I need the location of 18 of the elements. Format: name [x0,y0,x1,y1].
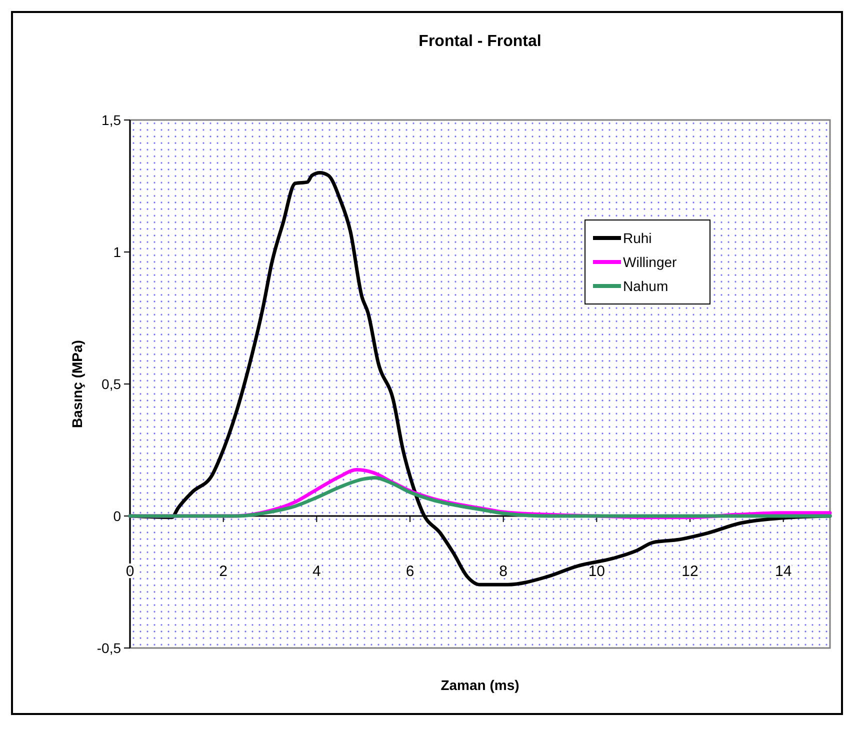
x-tick-label: 10 [588,563,606,580]
chart-title: Frontal - Frontal [418,33,542,50]
legend-label: Nahum [623,278,668,294]
x-tick-label: 4 [312,563,321,580]
legend-label: Willinger [623,254,678,270]
x-tick-label: 6 [406,563,414,580]
x-tick-label: 12 [682,563,698,580]
y-tick-label: 1 [113,244,122,260]
x-tick-label: 14 [774,563,792,580]
x-axis-title: Zaman (ms) [440,677,520,693]
y-tick-label: 0,5 [102,376,122,392]
y-tick-label: -0,5 [96,640,122,656]
x-tick-label: 8 [499,563,508,580]
y-axis-title: Basınç (MPa) [69,340,85,428]
y-tick-label: 1,5 [102,112,122,128]
x-tick-label: 2 [219,563,228,580]
y-tick-label: 0 [113,508,122,524]
legend-label: Ruhi [623,230,652,246]
